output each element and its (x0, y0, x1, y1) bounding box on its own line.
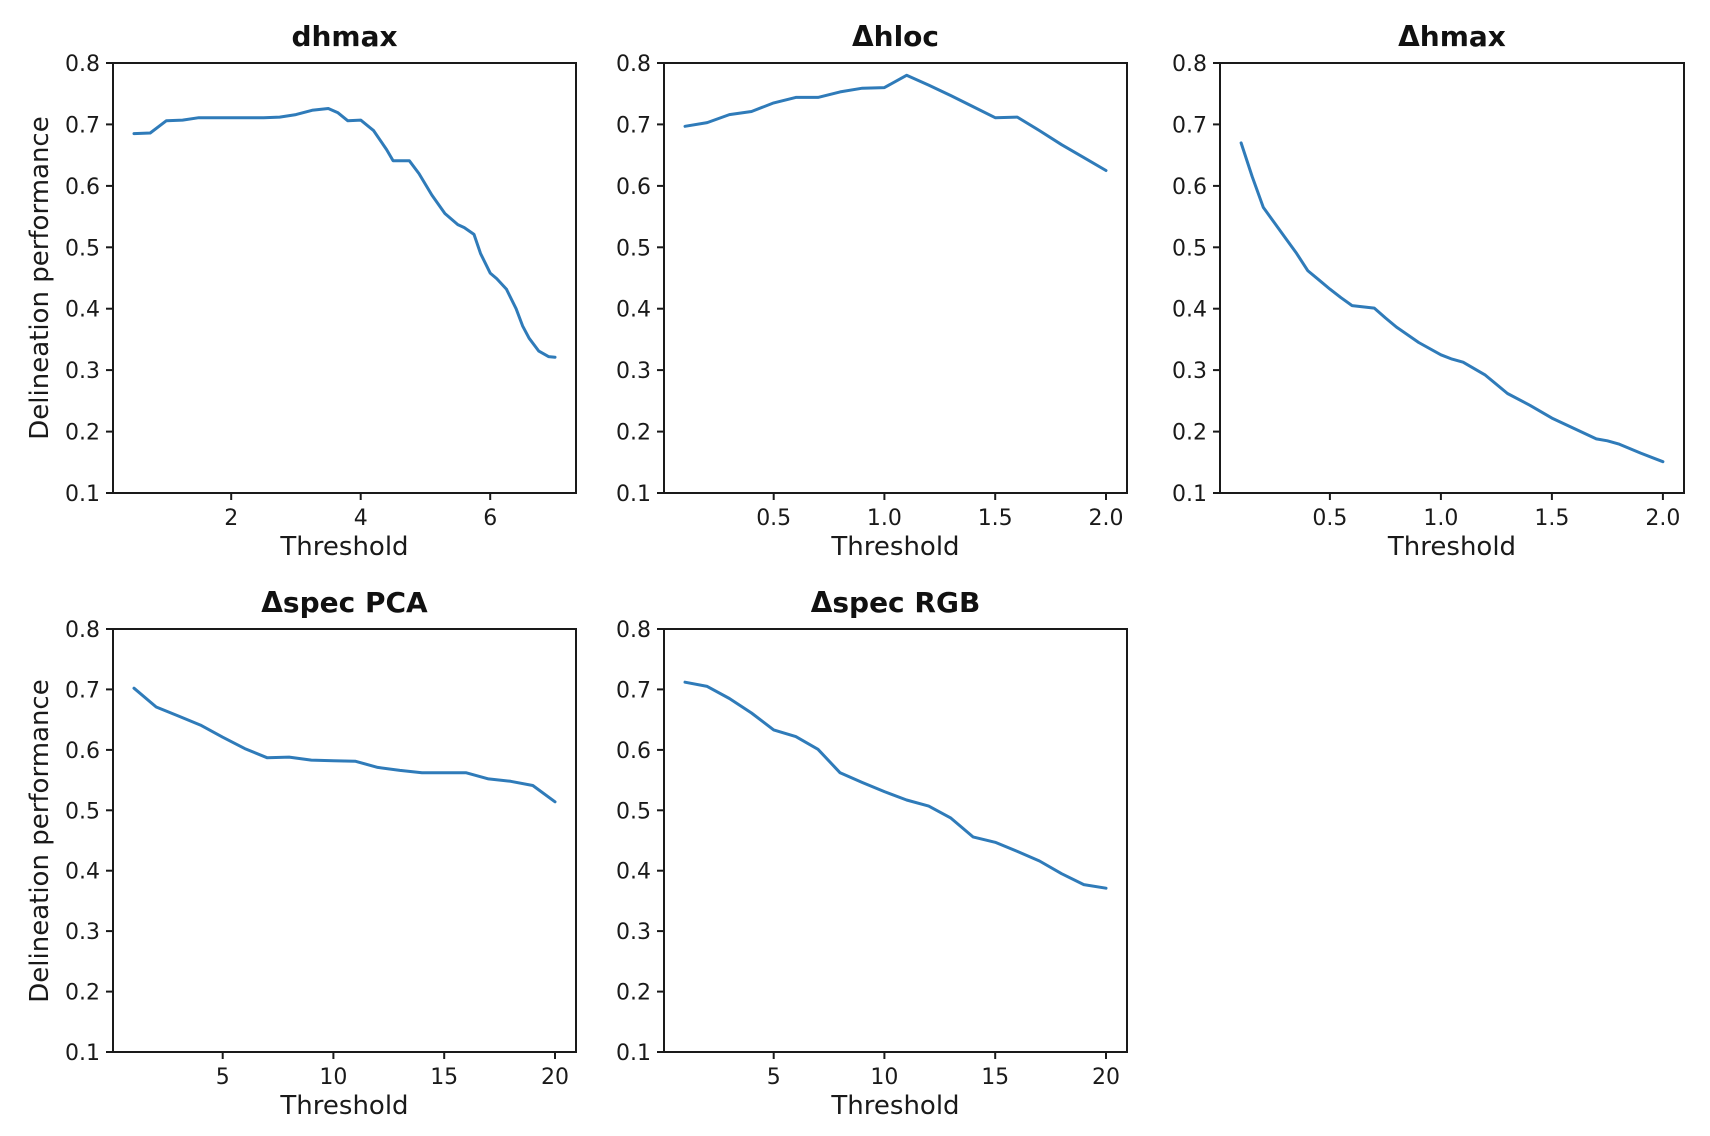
data-line (683, 73, 1108, 172)
y-tick-label: 0.4 (1172, 298, 1207, 323)
chart-title: Δspec PCA (261, 586, 428, 619)
x-tick-label: 1.0 (1423, 506, 1458, 531)
chart-title: dhmax (291, 20, 398, 53)
y-tick-label: 0.4 (616, 860, 651, 885)
y-tick-label: 0.5 (1172, 236, 1207, 261)
y-tick-label: 0.2 (616, 981, 651, 1006)
x-tick-label: 1.5 (1534, 506, 1569, 531)
y-tick-label: 0.1 (616, 482, 651, 507)
y-tick-label: 0.1 (65, 1041, 100, 1066)
axes-frame (663, 628, 1128, 1053)
plot-area: 0.1 0.2 0.3 0.4 0.5 0.6 0.7 0.8 0.5 1.0 1.5 2.0 (1172, 52, 1685, 531)
y-tick-label: 0.7 (1172, 113, 1207, 138)
x-tick-label: 20 (541, 1065, 569, 1090)
chart-title: Δspec RGB (810, 586, 981, 619)
y-tick-label: 0.4 (65, 298, 100, 323)
chart-title: Δhloc (851, 20, 940, 53)
plot-area: 0.1 0.2 0.3 0.4 0.5 0.6 0.7 0.8 2 4 6 (65, 52, 577, 531)
x-tick-label: 1.0 (867, 506, 902, 531)
plot-area: 0.1 0.2 0.3 0.4 0.5 0.6 0.7 0.8 5 10 15 20 (616, 618, 1128, 1090)
y-tick-label: 0.8 (616, 618, 651, 643)
y-tick-label: 0.8 (1172, 52, 1207, 77)
y-tick-label: 0.7 (65, 113, 100, 138)
y-tick-label: 0.7 (616, 678, 651, 703)
y-tick-label: 0.6 (65, 175, 100, 200)
x-axis-label: Threshold (831, 1091, 960, 1121)
x-tick-label: 0.5 (756, 506, 791, 531)
y-tick-label: 0.8 (616, 52, 651, 77)
x-tick-label: 10 (870, 1065, 898, 1090)
x-tick-label: 15 (981, 1065, 1009, 1090)
y-tick-label: 0.8 (65, 52, 100, 77)
x-tick-label: 15 (430, 1065, 458, 1090)
x-tick-label: 4 (354, 506, 368, 531)
chart-title: Δhmax (1398, 20, 1506, 53)
x-axis-label: Threshold (280, 532, 409, 562)
y-tick-label: 0.7 (616, 113, 651, 138)
data-line (132, 107, 557, 359)
x-tick-label: 2 (224, 506, 238, 531)
data-line (1239, 141, 1665, 464)
y-tick-label: 0.3 (616, 359, 651, 384)
y-tick-label: 0.7 (65, 678, 100, 703)
axes-frame (112, 62, 577, 494)
plot-area: 0.1 0.2 0.3 0.4 0.5 0.6 0.7 0.8 5 10 15 20 (65, 618, 577, 1090)
x-tick-label: 0.5 (1312, 506, 1347, 531)
axes-frame (112, 628, 577, 1053)
x-tick-label: 20 (1092, 1065, 1120, 1090)
axes-frame (663, 62, 1128, 494)
y-axis-label: Delineation performance (25, 116, 55, 440)
y-tick-label: 0.2 (1172, 421, 1207, 446)
y-tick-label: 0.3 (1172, 359, 1207, 384)
y-tick-label: 0.5 (616, 236, 651, 261)
y-tick-label: 0.3 (65, 920, 100, 945)
x-axis-label: Threshold (280, 1091, 409, 1121)
y-tick-label: 0.1 (616, 1041, 651, 1066)
y-tick-label: 0.3 (616, 920, 651, 945)
x-tick-label: 6 (483, 506, 497, 531)
y-axis-label: Delineation performance (25, 678, 55, 1003)
y-tick-label: 0.6 (616, 175, 651, 200)
y-tick-label: 0.6 (616, 739, 651, 764)
x-tick-label: 5 (216, 1065, 230, 1090)
data-line (683, 680, 1108, 890)
x-axis-label: Threshold (1387, 532, 1517, 562)
x-tick-label: 2.0 (1645, 506, 1680, 531)
y-tick-label: 0.4 (616, 298, 651, 323)
y-tick-label: 0.8 (65, 618, 100, 643)
y-tick-label: 0.5 (65, 236, 100, 261)
y-tick-label: 0.6 (1172, 175, 1207, 200)
y-tick-label: 0.5 (65, 799, 100, 824)
y-tick-label: 0.3 (65, 359, 100, 384)
y-tick-label: 0.1 (1172, 482, 1207, 507)
y-tick-label: 0.2 (65, 981, 100, 1006)
x-axis-label: Threshold (831, 532, 960, 562)
x-tick-label: 1.5 (978, 506, 1013, 531)
x-tick-label: 2.0 (1089, 506, 1124, 531)
y-tick-label: 0.6 (65, 739, 100, 764)
y-tick-label: 0.2 (65, 421, 100, 446)
y-tick-label: 0.5 (616, 799, 651, 824)
y-tick-label: 0.1 (65, 482, 100, 507)
plot-area: 0.1 0.2 0.3 0.4 0.5 0.6 0.7 0.8 0.5 1.0 1.5 2.0 (616, 52, 1128, 531)
x-tick-label: 10 (319, 1065, 347, 1090)
data-line (132, 686, 557, 804)
axes-frame (1219, 62, 1685, 494)
y-tick-label: 0.2 (616, 421, 651, 446)
x-tick-label: 5 (767, 1065, 781, 1090)
y-tick-label: 0.4 (65, 860, 100, 885)
